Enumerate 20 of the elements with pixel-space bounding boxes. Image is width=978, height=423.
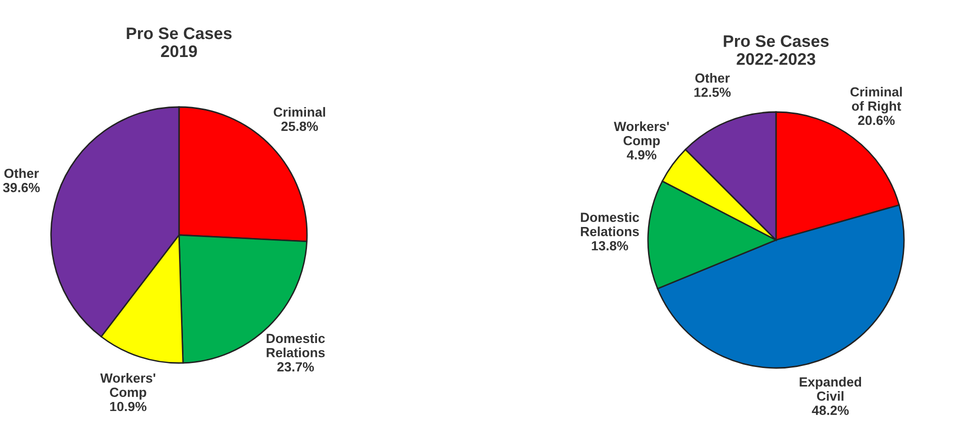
- slice-label: Other: [695, 73, 730, 83]
- slice-label: Workers' Comp: [614, 121, 669, 148]
- slice-label: Expanded Civil: [800, 376, 862, 401]
- slice-label: Criminal of Right: [850, 86, 902, 114]
- chart-title: Pro Se Cases 2022-2023: [724, 35, 829, 65]
- data-label: 12.5%: [694, 88, 731, 97]
- slice-label: Domestic Relations: [580, 212, 640, 236]
- chart-title: Pro Se Cases 2019: [126, 27, 232, 58]
- data-label: 39.6%: [3, 182, 40, 192]
- data-label: 10.9%: [110, 402, 146, 412]
- slice-label: Workers' Comp: [100, 373, 156, 400]
- data-label: 20.6%: [858, 116, 895, 126]
- data-label: 25.8%: [281, 122, 318, 131]
- slice-label: Other: [4, 168, 39, 178]
- data-label: 13.8%: [592, 241, 628, 250]
- data-label: 23.7%: [277, 362, 314, 372]
- data-label: 48.2%: [812, 406, 849, 416]
- slice-label: Domestic Relations: [266, 333, 325, 358]
- slice-label: Criminal: [274, 107, 326, 117]
- data-label: 4.9%: [626, 150, 656, 160]
